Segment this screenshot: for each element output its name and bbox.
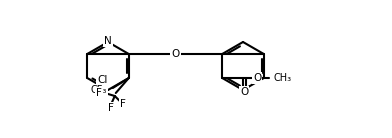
Text: CH₃: CH₃: [273, 73, 291, 83]
Text: O: O: [253, 73, 261, 83]
Text: O: O: [171, 49, 180, 59]
Text: O: O: [240, 87, 249, 97]
Text: F: F: [120, 99, 126, 109]
Text: F: F: [108, 103, 114, 113]
Text: CF₃: CF₃: [91, 85, 107, 95]
Text: F: F: [96, 88, 102, 98]
Text: N: N: [104, 36, 112, 46]
Text: Cl: Cl: [97, 75, 107, 85]
